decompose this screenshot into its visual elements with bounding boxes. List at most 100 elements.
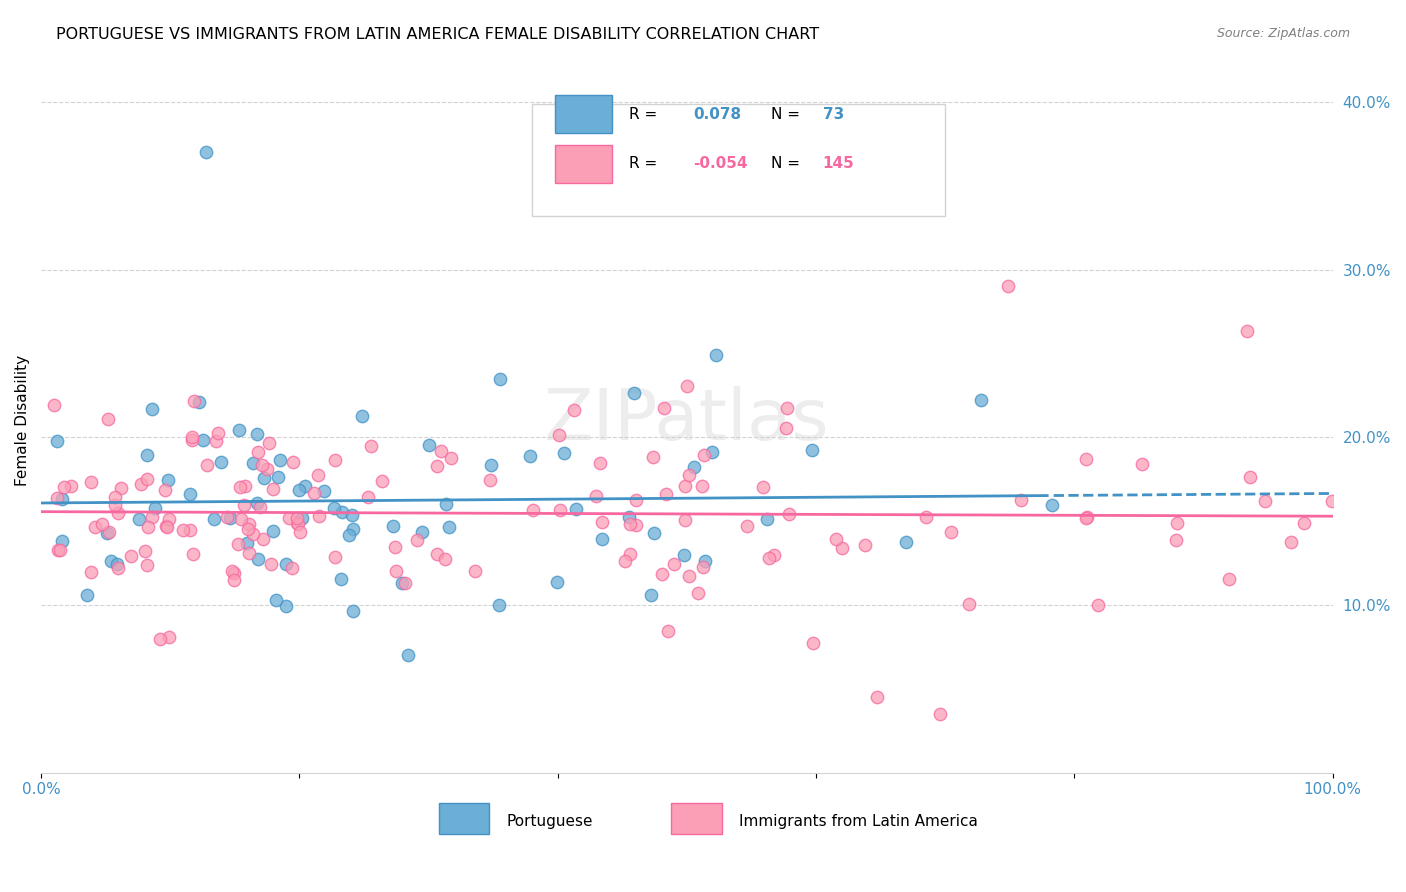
Point: [45, 434, 67, 448]
Point: [775, 421, 797, 435]
Point: [853, 538, 876, 552]
Point: [692, 560, 714, 574]
Point: [128, 512, 150, 526]
Point: [120, 549, 142, 564]
Point: [1254, 493, 1277, 508]
Point: [1292, 516, 1315, 531]
Point: [266, 593, 288, 607]
Point: [651, 567, 673, 582]
Point: [323, 500, 346, 515]
Text: ZIPatlas: ZIPatlas: [544, 386, 830, 455]
Text: Portuguese: Portuguese: [506, 814, 592, 830]
Point: [643, 525, 665, 540]
Point: [565, 501, 588, 516]
Point: [49, 543, 72, 558]
Point: [107, 561, 129, 575]
Point: [195, 145, 218, 160]
Point: [209, 455, 232, 469]
Point: [104, 491, 127, 505]
Point: [287, 516, 309, 531]
Point: [1076, 452, 1098, 467]
Point: [683, 459, 706, 474]
Point: [100, 554, 122, 568]
Point: [624, 518, 647, 533]
Point: [246, 426, 269, 441]
FancyBboxPatch shape: [439, 803, 489, 834]
Point: [110, 481, 132, 495]
Point: [135, 448, 157, 462]
Point: [107, 506, 129, 520]
Point: [274, 599, 297, 614]
Point: [195, 458, 218, 472]
Point: [678, 467, 700, 482]
Point: [222, 573, 245, 587]
Point: [267, 470, 290, 484]
Point: [242, 526, 264, 541]
Point: [53, 480, 76, 494]
Point: [226, 537, 249, 551]
Point: [591, 515, 613, 529]
Point: [562, 403, 585, 417]
FancyBboxPatch shape: [672, 803, 721, 834]
Point: [356, 490, 378, 504]
Point: [207, 425, 229, 440]
Point: [285, 516, 308, 531]
Point: [673, 513, 696, 527]
Point: [242, 456, 264, 470]
Point: [104, 498, 127, 512]
Point: [256, 462, 278, 476]
Point: [183, 547, 205, 561]
Point: [1164, 533, 1187, 547]
Point: [479, 458, 502, 472]
Text: 145: 145: [823, 156, 855, 171]
Point: [619, 517, 641, 532]
Point: [688, 586, 710, 600]
Point: [957, 597, 980, 611]
Point: [96, 526, 118, 541]
Point: [323, 452, 346, 467]
Point: [384, 564, 406, 578]
Point: [307, 468, 329, 483]
Point: [623, 386, 645, 401]
Point: [217, 509, 239, 524]
Point: [250, 458, 273, 472]
Point: [233, 499, 256, 513]
Point: [229, 512, 252, 526]
Point: [411, 525, 433, 540]
Point: [290, 525, 312, 540]
Point: [652, 401, 675, 415]
Point: [288, 483, 311, 498]
Point: [143, 500, 166, 515]
Point: [238, 517, 260, 532]
Point: [134, 544, 156, 558]
Point: [673, 478, 696, 492]
Point: [51, 491, 73, 506]
Point: [418, 437, 440, 451]
Point: [79, 475, 101, 490]
Point: [183, 394, 205, 409]
Point: [778, 507, 800, 521]
Point: [384, 540, 406, 554]
Point: [394, 576, 416, 591]
Point: [589, 456, 612, 470]
Point: [339, 528, 361, 542]
FancyBboxPatch shape: [555, 95, 612, 133]
Point: [302, 485, 325, 500]
Point: [252, 532, 274, 546]
Point: [97, 524, 120, 539]
Text: N =: N =: [770, 156, 800, 171]
Point: [613, 554, 636, 568]
Point: [437, 520, 460, 534]
Point: [80, 565, 103, 579]
Point: [153, 483, 176, 498]
Point: [269, 453, 291, 467]
Point: [657, 624, 679, 639]
Point: [76, 588, 98, 602]
Point: [247, 445, 270, 459]
FancyBboxPatch shape: [555, 145, 612, 183]
Point: [1218, 573, 1240, 587]
Point: [1166, 516, 1188, 530]
Point: [640, 588, 662, 602]
Point: [181, 434, 204, 448]
Point: [281, 561, 304, 575]
